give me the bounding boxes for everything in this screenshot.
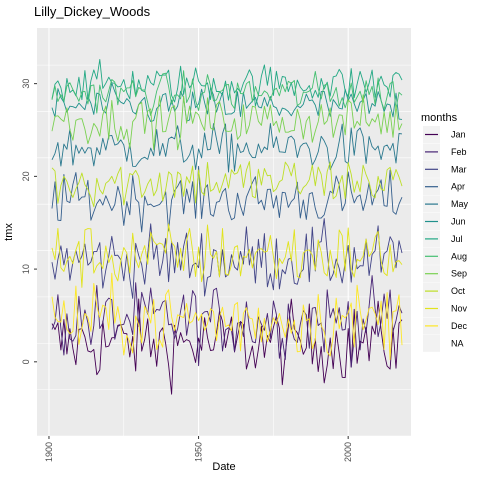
x-tick-label: 2000 (343, 442, 353, 462)
legend-label-dec: Dec (451, 321, 468, 331)
legend-label-mar: Mar (451, 164, 467, 174)
legend-label-aug: Aug (451, 251, 467, 261)
legend-label-oct: Oct (451, 286, 466, 296)
legend-label-feb: Feb (451, 147, 467, 157)
y-axis-title: tmx (3, 223, 15, 241)
chart-title: Lilly_Dickey_Woods (34, 4, 151, 19)
x-axis-title: Date (212, 461, 235, 473)
legend-label-apr: Apr (451, 182, 465, 192)
x-tick-label: 1900 (44, 442, 54, 462)
legend-label-na: NA (451, 338, 464, 348)
legend-label-jan: Jan (451, 130, 466, 140)
legend-key-box (423, 335, 440, 352)
y-tick-label: 0 (21, 359, 31, 364)
legend-label-jun: Jun (451, 217, 466, 227)
legend-label-jul: Jul (451, 234, 463, 244)
y-tick-label: 10 (21, 264, 31, 274)
legend-label-may: May (451, 199, 469, 209)
x-tick-label: 1950 (194, 442, 204, 462)
y-tick-label: 30 (21, 79, 31, 89)
legend-label-nov: Nov (451, 304, 468, 314)
legend-title: months (421, 112, 458, 124)
legend-label-sep: Sep (451, 269, 467, 279)
y-tick-label: 20 (21, 171, 31, 181)
